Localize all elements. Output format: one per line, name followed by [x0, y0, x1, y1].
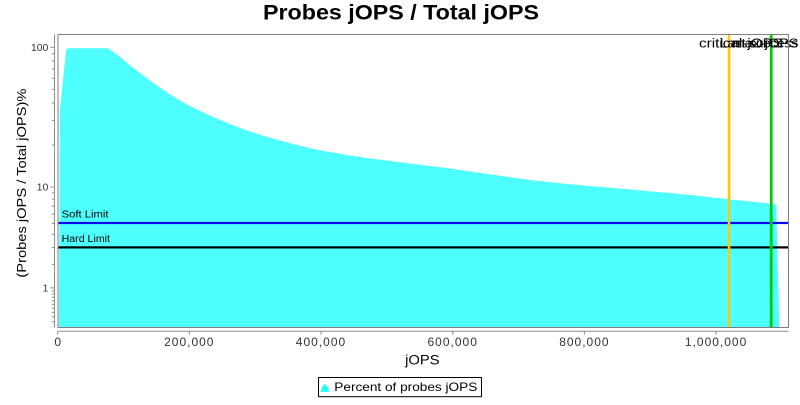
svg-text:10: 10: [37, 183, 49, 194]
svg-text:600,000: 600,000: [428, 335, 478, 349]
svg-text:Hard Limit: Hard Limit: [62, 234, 111, 245]
svg-text:400,000: 400,000: [296, 335, 346, 349]
svg-text:Soft Limit: Soft Limit: [62, 209, 109, 220]
svg-text:1,000,000: 1,000,000: [685, 335, 747, 349]
svg-text:Probes jOPS / Total jOPS: Probes jOPS / Total jOPS: [263, 2, 539, 25]
svg-text:1: 1: [43, 283, 49, 294]
svg-text:Percent of probes jOPS: Percent of probes jOPS: [334, 380, 477, 394]
svg-text:200,000: 200,000: [164, 335, 214, 349]
svg-text:Last success: Last success: [720, 36, 799, 51]
svg-text:critical-jOPS: critical-jOPS: [699, 36, 783, 51]
svg-text:0: 0: [54, 335, 62, 349]
svg-text:max-jOPS: max-jOPS: [733, 36, 799, 51]
svg-text:800,000: 800,000: [559, 335, 609, 349]
svg-text:100: 100: [31, 43, 49, 54]
svg-text:jOPS: jOPS: [404, 353, 440, 368]
svg-text:(Probes jOPS / Total jOPS)%: (Probes jOPS / Total jOPS)%: [14, 88, 29, 277]
